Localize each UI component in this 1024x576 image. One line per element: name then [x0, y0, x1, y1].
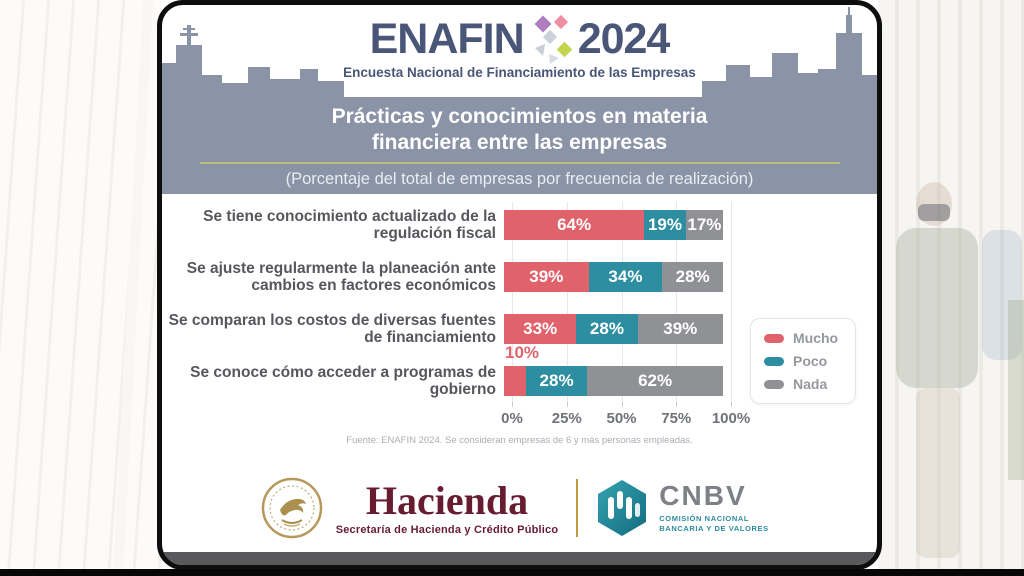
- bar-segment-poco: 28%: [576, 314, 638, 344]
- legend-swatch: [764, 379, 784, 389]
- bar-segment-nada: 39%: [637, 314, 723, 344]
- background-documents: [0, 0, 162, 576]
- background-person-legs: [916, 388, 960, 558]
- axis-tick-mark: [731, 402, 732, 407]
- legend-item: Nada: [764, 376, 849, 392]
- chart-gridlines: [512, 202, 732, 402]
- legend-label: Poco: [793, 353, 828, 369]
- institution-logos: Hacienda Secretaría de Hacienda y Crédit…: [162, 461, 877, 555]
- cnbv-logo: CNBV COMISIÓN NACIONAL BANCARIA Y DE VAL…: [596, 479, 779, 537]
- enafin-logo-mark: [534, 14, 572, 64]
- chart-rows: Se tiene conocimiento actualizado de la …: [162, 200, 877, 410]
- background-market-produce: [1008, 300, 1024, 480]
- city-skyline-silhouette: [162, 7, 877, 97]
- card-bottom-strip: [162, 552, 877, 565]
- cnbv-subtitle: COMISIÓN NACIONAL BANCARIA Y DE VALORES: [659, 513, 769, 534]
- bar-value-label: 19%: [647, 215, 682, 234]
- bar-value-label: 62%: [638, 371, 673, 390]
- bar-segment-nada: 28%: [662, 262, 723, 292]
- stacked-bar: 39% 34% 28%: [504, 262, 723, 292]
- axis-tick-label: 25%: [551, 410, 582, 427]
- legend-label: Nada: [793, 376, 828, 392]
- background-person-head: [916, 182, 952, 226]
- stacked-bar: 10% 28% 62%: [504, 343, 723, 396]
- x-axis: 0% 25% 50% 75% 100%: [501, 402, 750, 434]
- background-person-face-mask: [918, 204, 950, 221]
- gridline: [512, 202, 513, 402]
- background-second-person: [982, 230, 1022, 360]
- axis-tick-label: 0%: [501, 410, 523, 427]
- chart-row-label: Se tiene conocimiento actualizado de la …: [203, 207, 496, 242]
- gridline: [621, 202, 623, 402]
- bar-segment-nada: 62%: [587, 366, 723, 396]
- bar-value-label: 64%: [557, 215, 592, 234]
- bar-value-label-outside: 10%: [505, 343, 540, 362]
- bar-segment-mucho: 64%: [504, 210, 645, 240]
- axis-tick-mark: [621, 402, 623, 407]
- axis-tick-label: 75%: [661, 410, 692, 427]
- source-note: Fuente: ENAFIN 2024. Se consideran empre…: [346, 435, 693, 446]
- bar-value-label: 39%: [529, 267, 564, 286]
- enafin-logo: ENAFIN 2024 Encuesta Nacional de Financi…: [162, 14, 877, 80]
- stacked-bar: 33% 28% 39%: [504, 314, 723, 344]
- bar-value-label: 33%: [523, 319, 558, 338]
- chart-row: Se conoce cómo acceder a programas de go…: [162, 343, 877, 398]
- chart-subtitle: (Porcentaje del total de empresas por fr…: [285, 170, 754, 189]
- legend-item: Poco: [764, 353, 849, 369]
- bar-segment-poco: 28%: [525, 366, 588, 396]
- axis-tick-mark: [566, 402, 568, 407]
- bar-segment-mucho: 39%: [504, 262, 589, 292]
- bar-value-label: 28%: [675, 267, 710, 286]
- axis-tick-label: 50%: [606, 410, 637, 427]
- axis-tick-mark: [676, 402, 678, 407]
- bar-segment-mucho: 10%: [504, 343, 539, 396]
- bar-value-label: 28%: [539, 371, 574, 390]
- axis-tick-mark: [512, 402, 513, 407]
- mexico-eagle-seal-icon: [261, 477, 322, 539]
- bar-segment-poco: 34%: [588, 262, 663, 292]
- legend-item: Mucho: [764, 330, 849, 346]
- chart-row-label: Se ajuste regularmente la planeación ant…: [186, 259, 496, 294]
- infographic-card: ENAFIN 2024 Encuesta Nacional de Financi…: [157, 0, 882, 570]
- chart-row-label: Se comparan los costos de diversas fuent…: [168, 311, 496, 346]
- chart-row: Se comparan los costos de diversas fuent…: [162, 311, 877, 346]
- background-photo: [878, 0, 1024, 576]
- stacked-bar-chart: Se tiene conocimiento actualizado de la …: [162, 200, 877, 450]
- cnbv-hexagon-icon: [598, 480, 647, 536]
- hacienda-wordmark: Hacienda: [365, 477, 529, 523]
- bar-value-label: 39%: [663, 319, 698, 338]
- chart-row: Se tiene conocimiento actualizado de la …: [162, 207, 877, 242]
- enafin-brand-text: ENAFIN: [369, 14, 525, 63]
- bar-value-label: 34%: [608, 267, 643, 286]
- background-person-vest: [896, 228, 978, 388]
- bar-value-label: 28%: [589, 319, 624, 338]
- axis-tick-label: 100%: [711, 410, 751, 427]
- chart-title: Prácticas y conocimientos en materia fin…: [331, 104, 708, 154]
- chart-row: Se ajuste regularmente la planeación ant…: [162, 259, 877, 294]
- hacienda-logo: Hacienda Secretaría de Hacienda y Crédit…: [260, 476, 559, 540]
- legend-swatch: [764, 356, 784, 366]
- bar-segment-poco: 19%: [644, 210, 686, 240]
- letterbox-bar: [0, 569, 1024, 576]
- chart-legend: Mucho Poco Nada: [750, 318, 856, 404]
- stacked-bar: 64% 19% 17%: [504, 210, 723, 240]
- gridline: [566, 202, 568, 402]
- title-band: Prácticas y conocimientos en materia fin…: [162, 97, 877, 194]
- title-separator-line: [199, 162, 840, 165]
- gridline: [676, 202, 678, 402]
- cnbv-wordmark: CNBV: [659, 479, 747, 511]
- bar-segment-nada: 17%: [685, 210, 723, 240]
- legend-label: Mucho: [793, 330, 839, 346]
- gridline: [731, 202, 732, 402]
- bar-segment-mucho: 33%: [504, 314, 577, 344]
- legend-swatch: [764, 333, 784, 343]
- logo-divider: [576, 479, 579, 537]
- chart-row-label: Se conoce cómo acceder a programas de go…: [190, 363, 496, 398]
- bar-value-label: 17%: [687, 215, 722, 234]
- enafin-year-text: 2024: [577, 14, 671, 63]
- enafin-tagline: Encuesta Nacional de Financiamiento de l…: [343, 65, 696, 80]
- hacienda-subtitle: Secretaría de Hacienda y Crédito Público: [335, 523, 559, 536]
